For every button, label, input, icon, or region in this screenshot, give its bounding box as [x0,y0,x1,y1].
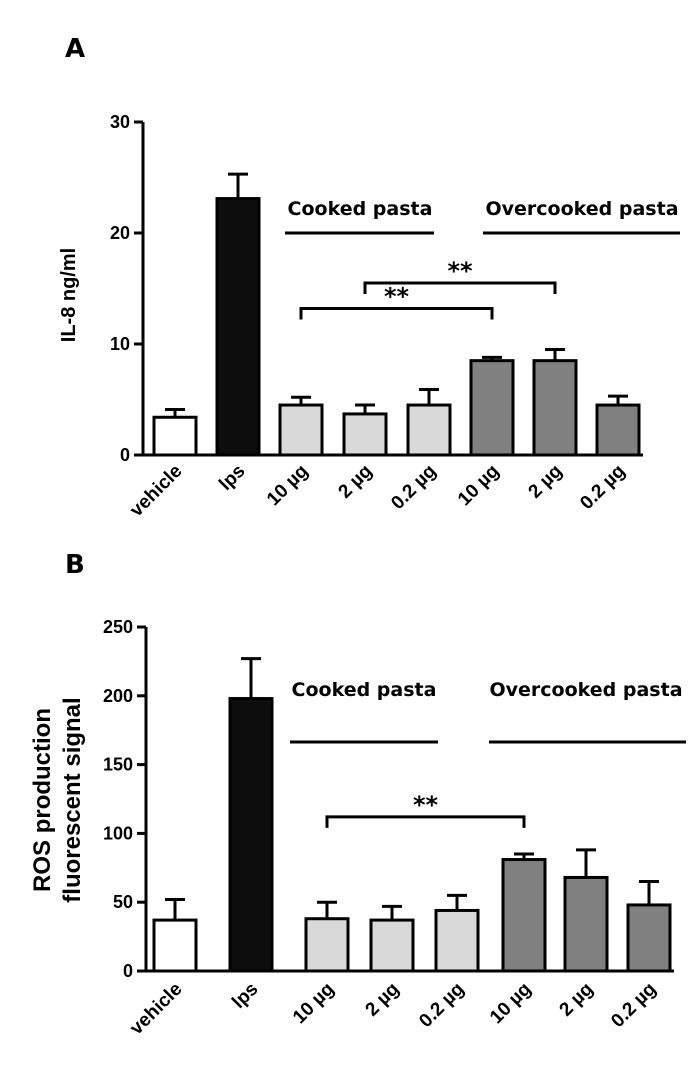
chart-b-x-label: lps [228,979,262,1013]
chart-b-bar [152,918,198,973]
chart-a-x-label: 10 µg [454,461,503,510]
panel-label-a: A [65,34,85,64]
chart-b-x-label: vehicle [126,979,186,1039]
chart-a-x-label: 2 µg [335,461,377,503]
chart-b-group-label: Overcooked pasta [489,679,682,701]
chart-a-bar [469,359,515,457]
chart-b-bar [369,918,415,973]
chart-b-x-label: 2 µg [362,979,404,1021]
chart-a-x-label: 2 µg [525,461,567,503]
chart-b-x-label: 10 µg [486,979,535,1028]
chart-b-x-label: 0.2 µg [415,979,468,1032]
chart-b-group-label: Cooked pasta [292,679,437,701]
chart-b-ytick-label: 50 [113,892,133,912]
chart-a-x-label: 10 µg [263,461,312,510]
chart-a-group-label: Cooked pasta [288,198,433,220]
chart-b-significance-label: ** [413,791,439,819]
chart-a-significance-bracket [299,306,494,320]
chart-b-x-label: 10 µg [289,979,338,1028]
chart-b-bar [501,858,547,973]
chart-b-ytick-label: 200 [103,686,133,706]
chart-a-bar [278,403,324,457]
chart-a-x-label: vehicle [126,461,186,521]
chart-b-y-axis-label-line: fluorescent signal [59,697,86,902]
chart-b-ytick-label: 100 [103,823,133,843]
chart-b-x-label: 0.2 µg [607,979,660,1032]
chart-a-ytick-label: 30 [110,112,130,132]
chart-a-ytick-label: 20 [110,223,130,243]
chart-a-ytick-label: 0 [120,445,130,465]
chart-b-ytick-label: 150 [103,755,133,775]
chart-b-x-label: 2 µg [556,979,598,1021]
chart-b-ytick-label: 0 [123,961,133,981]
chart-a-x-label: 0.2 µg [387,461,440,514]
chart-b-bar [434,908,480,973]
chart-b-bar [304,917,350,973]
chart-b-ytick-label: 250 [103,617,133,637]
chart-a-bar [595,403,641,457]
chart-a-x-label: lps [215,461,249,495]
chart-a-significance-label: ** [384,282,410,310]
chart-a-group-label: Overcooked pasta [485,198,678,220]
chart-a-bar [342,412,388,457]
chart-a-bar [532,359,578,457]
chart-a-ytick-label: 10 [110,334,130,354]
chart-a-y-axis-label: IL-8 ng/ml [58,248,80,342]
panel-label-b: B [65,550,85,580]
chart-a-bar [152,415,198,457]
chart-b-significance-bracket [325,815,526,828]
chart-a-bar [215,197,261,457]
chart-a-bar [406,403,452,457]
chart-b-bar [563,875,609,973]
chart-a-significance-label: ** [447,257,473,285]
chart-b-y-axis-label-line: ROS production [29,708,56,892]
chart-a-significance-bracket [363,281,557,294]
chart-b-bar [228,697,274,973]
chart-b-bar [626,903,672,973]
chart-a-x-label: 0.2 µg [576,461,629,514]
